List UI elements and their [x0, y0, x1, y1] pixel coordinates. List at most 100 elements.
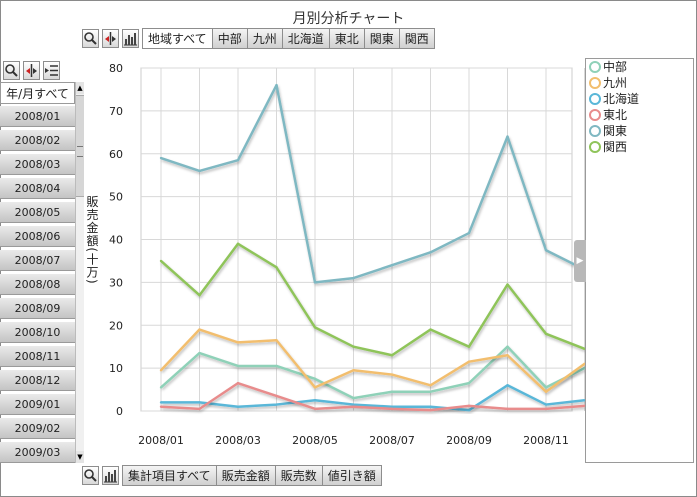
data-point — [390, 407, 394, 411]
data-point — [390, 373, 394, 376]
list-icon[interactable] — [43, 61, 60, 80]
data-point — [275, 403, 278, 406]
scroll-up-arrow-icon[interactable]: ▲ — [76, 82, 84, 94]
legend-label: 関東 — [603, 124, 628, 138]
month-item[interactable]: 2009/03 — [0, 442, 75, 463]
data-point — [236, 341, 240, 344]
month-item[interactable]: 2008/09 — [0, 298, 75, 319]
data-point — [544, 390, 548, 393]
month-item[interactable]: 2009/01 — [0, 394, 75, 415]
data-point — [544, 386, 548, 389]
month-item[interactable]: 2008/02 — [0, 130, 75, 151]
measure-tab-2[interactable]: 販売数 — [274, 465, 323, 486]
data-point — [313, 281, 317, 284]
data-point — [313, 407, 317, 411]
legend-item[interactable]: 北海道 — [586, 91, 693, 107]
data-point — [506, 354, 509, 357]
legend-label: 東北 — [603, 108, 628, 122]
scroll-down-arrow-icon[interactable]: ▼ — [76, 451, 84, 463]
region-tab-1[interactable]: 中部 — [211, 28, 248, 49]
month-item[interactable]: 2008/03 — [0, 154, 75, 175]
legend-marker-icon — [589, 61, 601, 73]
data-point — [198, 169, 201, 173]
region-tab-4[interactable]: 東北 — [328, 28, 365, 49]
data-point — [506, 345, 509, 348]
month-item[interactable]: 2008/01 — [0, 106, 75, 127]
month-item[interactable]: 2008/07 — [0, 250, 75, 271]
scroll-thumb[interactable] — [76, 95, 84, 197]
month-item[interactable]: 2008/06 — [0, 226, 75, 247]
series-line-1 — [160, 328, 586, 393]
region-tab-6[interactable]: 関西 — [398, 28, 435, 49]
region-tabs: 地域すべて 中部 九州 北海道 東北 関東 関西 — [142, 28, 435, 49]
data-point — [544, 407, 548, 411]
data-point — [198, 294, 201, 297]
month-item[interactable]: 2008/12 — [0, 370, 75, 391]
data-point — [352, 276, 355, 280]
data-point — [313, 377, 317, 381]
region-tab-3[interactable]: 北海道 — [281, 28, 330, 49]
sort-icon[interactable] — [23, 61, 40, 80]
data-point — [236, 364, 240, 368]
data-point — [390, 354, 394, 357]
data-point — [159, 386, 163, 389]
y-axis-label: 販売金額(十万) — [85, 195, 99, 285]
month-list-panel: 年/月すべて 2008/01 2008/02 2008/03 2008/04 2008/… — [0, 82, 84, 463]
data-point — [352, 369, 355, 372]
bar-chart-icon[interactable] — [102, 466, 119, 485]
month-item[interactable]: 2008/11 — [0, 346, 75, 367]
data-point — [313, 386, 317, 389]
y-tick-label: 40 — [109, 234, 123, 247]
all-months-item[interactable]: 年/月すべて — [0, 82, 75, 104]
chart-legend: 中部 九州 北海道 東北関東 関西 — [585, 58, 694, 463]
measure-tab-1[interactable]: 販売金額 — [215, 465, 276, 486]
sort-icon[interactable] — [102, 29, 119, 48]
data-point — [544, 332, 548, 336]
legend-item[interactable]: 東北 — [586, 107, 693, 123]
y-tick-label: 30 — [109, 276, 123, 289]
collapse-legend-icon[interactable]: ▶ — [574, 240, 586, 282]
month-item[interactable]: 2008/08 — [0, 274, 75, 295]
data-point — [506, 407, 509, 411]
data-point — [429, 390, 432, 393]
search-icon[interactable] — [82, 466, 99, 485]
legend-label: 中部 — [603, 60, 628, 74]
month-item[interactable]: 2008/10 — [0, 322, 75, 343]
x-tick-label: 2008/01 — [138, 434, 184, 447]
region-tab-2[interactable]: 九州 — [246, 28, 283, 49]
data-point — [390, 405, 394, 408]
measure-tab-3[interactable]: 値引き額 — [321, 465, 382, 486]
month-item[interactable]: 2008/04 — [0, 178, 75, 199]
data-point — [390, 264, 394, 267]
search-icon[interactable] — [3, 61, 20, 80]
data-point — [198, 401, 201, 404]
month-list-scrollbar[interactable]: ▲ ▼ — [75, 82, 84, 463]
data-point — [159, 156, 163, 160]
bar-chart-icon[interactable] — [122, 29, 139, 48]
legend-item[interactable]: 中部 — [586, 59, 693, 75]
legend-marker-icon — [589, 77, 601, 89]
series-line-2 — [161, 384, 585, 412]
data-point — [313, 399, 317, 402]
measure-tab-0[interactable]: 集計項目すべて — [122, 465, 217, 486]
search-icon[interactable] — [82, 29, 99, 48]
data-point — [352, 396, 355, 400]
y-tick-label: 80 — [109, 62, 123, 75]
data-point — [236, 158, 240, 162]
month-item[interactable]: 2009/02 — [0, 418, 75, 439]
data-point — [198, 328, 201, 331]
data-point — [236, 242, 240, 245]
data-point — [544, 403, 548, 406]
legend-item[interactable]: 九州 — [586, 75, 693, 91]
y-tick-label: 20 — [109, 319, 123, 332]
y-tick-label: 0 — [116, 405, 123, 418]
legend-item[interactable]: 関東 — [586, 123, 693, 139]
data-point — [429, 384, 432, 387]
region-tab-5[interactable]: 関東 — [363, 28, 400, 49]
y-tick-label: 50 — [109, 191, 123, 204]
x-tick-label: 2008/03 — [215, 434, 261, 447]
month-item[interactable]: 2008/05 — [0, 202, 75, 223]
data-point — [352, 403, 355, 406]
data-point — [275, 266, 278, 269]
legend-item[interactable]: 関西 — [586, 139, 693, 155]
